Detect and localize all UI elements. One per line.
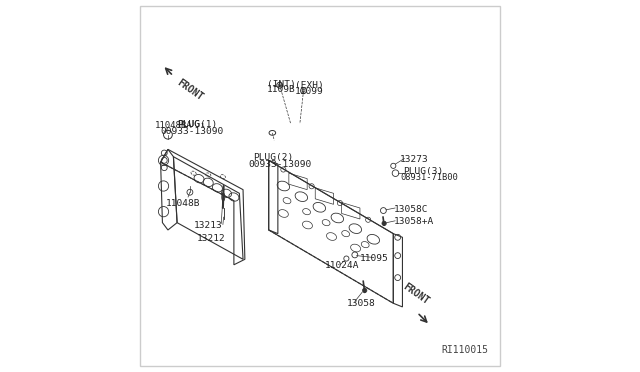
Text: 00933-13090: 00933-13090: [161, 127, 224, 136]
Text: 13058C: 13058C: [394, 205, 429, 214]
Text: 1109B: 1109B: [267, 86, 296, 94]
Text: 11048B: 11048B: [166, 199, 200, 208]
Text: 08931-71B00: 08931-71B00: [400, 173, 458, 182]
Circle shape: [362, 288, 367, 293]
Text: 11099: 11099: [295, 87, 324, 96]
Circle shape: [382, 221, 387, 225]
Text: 13212: 13212: [197, 234, 226, 243]
Text: PLUG(1): PLUG(1): [177, 120, 218, 129]
Text: PLUG(2): PLUG(2): [253, 153, 294, 162]
Text: 11095: 11095: [360, 254, 389, 263]
Text: 13273: 13273: [400, 155, 429, 164]
Text: (INT): (INT): [267, 80, 296, 89]
Text: 11048BA: 11048BA: [154, 121, 192, 130]
Text: 13058+A: 13058+A: [394, 217, 435, 226]
Text: FRONT: FRONT: [175, 78, 205, 103]
Text: 13213: 13213: [193, 221, 222, 230]
Text: (EXH): (EXH): [295, 81, 324, 90]
Text: PLUG(3): PLUG(3): [403, 167, 443, 176]
Text: 13058: 13058: [347, 299, 376, 308]
Text: RI110015: RI110015: [442, 344, 488, 355]
Text: 00933-13090: 00933-13090: [248, 160, 312, 169]
Text: 11024A: 11024A: [324, 261, 359, 270]
Text: FRONT: FRONT: [401, 282, 431, 307]
Text: PLUG₁: PLUG₁: [177, 120, 206, 129]
